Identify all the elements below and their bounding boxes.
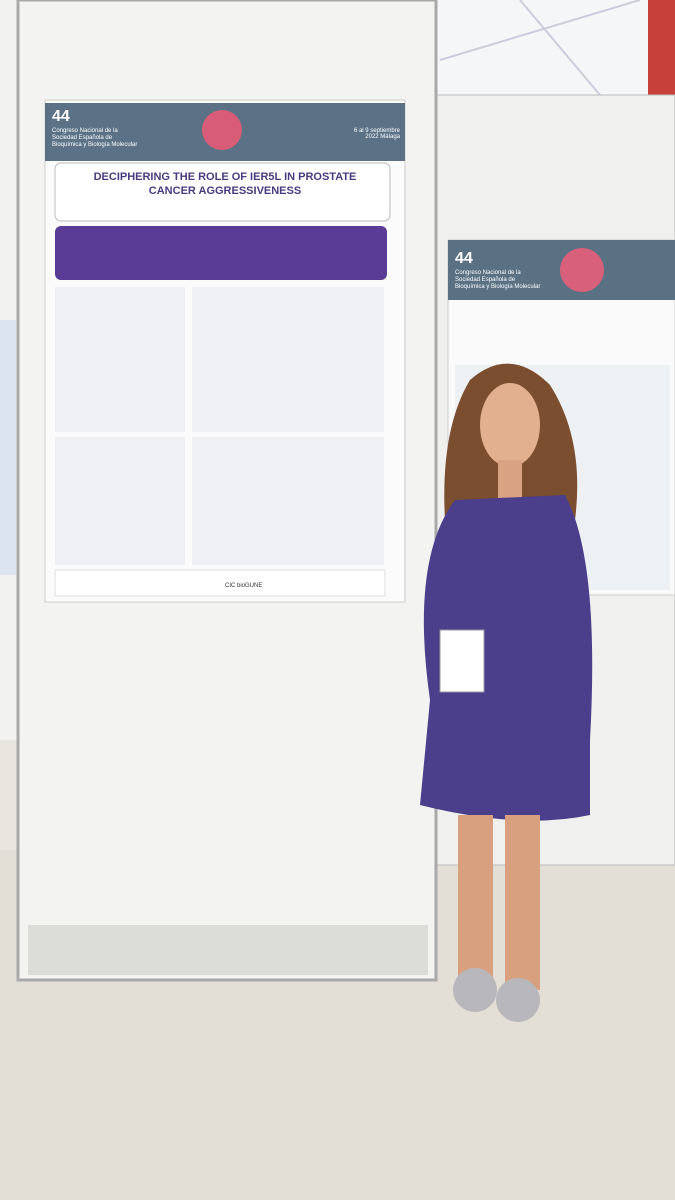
badge — [439, 629, 485, 693]
edition: 44 — [52, 108, 70, 125]
figure — [55, 437, 185, 565]
edition: 44 — [455, 250, 473, 267]
side-poster — [0, 320, 16, 575]
virus-logo — [560, 248, 604, 292]
intro-box — [55, 226, 387, 280]
virus-logo — [202, 110, 242, 150]
roof-beam — [519, 0, 601, 96]
sandal — [453, 968, 497, 1012]
leg — [505, 815, 540, 990]
skylight — [430, 0, 675, 110]
title-box — [54, 162, 391, 222]
pillar — [648, 0, 675, 95]
leg — [458, 815, 493, 985]
congress-name: Congreso Nacional de la Sociedad Español… — [52, 128, 138, 148]
dates: 6 al 9 septiembre 2022 Málaga — [353, 128, 400, 140]
roof-beam — [439, 0, 641, 61]
board-frame — [28, 925, 428, 975]
sponsor: CIC bioGUNE — [225, 583, 263, 589]
neck — [498, 460, 522, 500]
references — [54, 569, 386, 597]
figure — [192, 287, 384, 432]
poster-title: DECIPHERING THE ROLE OF IER5L IN PROSTAT… — [93, 171, 357, 197]
figure — [192, 437, 384, 565]
congress-name: Congreso Nacional de la Sociedad Español… — [455, 270, 541, 290]
face — [480, 383, 540, 467]
figure — [55, 287, 185, 432]
sandal — [496, 978, 540, 1022]
dress — [420, 495, 593, 821]
